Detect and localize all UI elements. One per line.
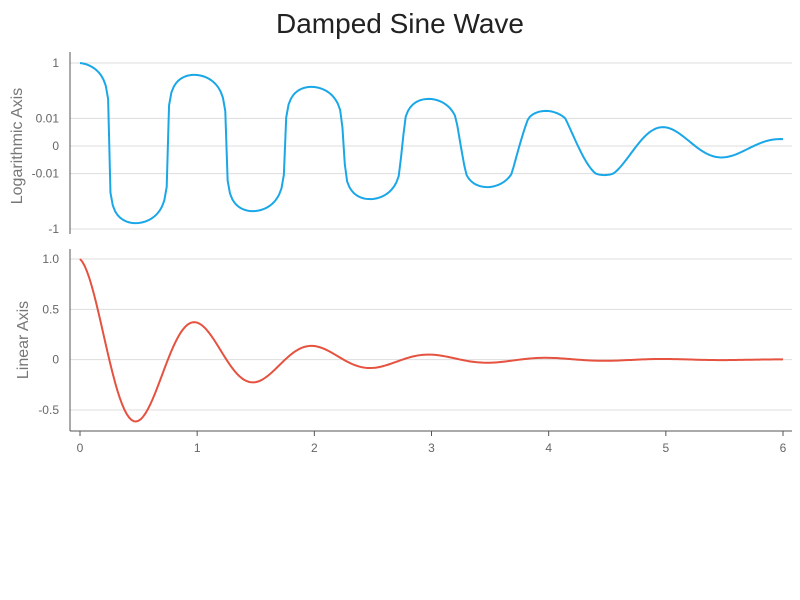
chart-title: Damped Sine Wave <box>276 8 524 39</box>
top-y-tick-label: 1 <box>52 56 59 70</box>
x-tick-label: 2 <box>311 441 318 455</box>
top-y-tick-label: 0 <box>52 139 59 153</box>
x-tick-label: 4 <box>545 441 552 455</box>
bottom-y-axis-label: Linear Axis <box>15 301 32 379</box>
x-tick-label: 1 <box>194 441 201 455</box>
x-tick-label: 3 <box>428 441 435 455</box>
top-y-tick-label: -0.01 <box>32 167 60 181</box>
bottom-y-tick-label: 0 <box>52 353 59 367</box>
bottom-y-tick-label: 1.0 <box>42 252 59 266</box>
x-tick-label: 0 <box>77 441 84 455</box>
top-y-tick-label: 0.01 <box>36 111 60 125</box>
bottom-y-tick-label: -0.5 <box>38 403 59 417</box>
bottom-series-line <box>79 258 784 423</box>
x-tick-label: 5 <box>662 441 669 455</box>
top-series-line <box>79 62 784 225</box>
top-y-axis-label: Logarithmic Axis <box>9 88 26 205</box>
x-tick-label: 6 <box>780 441 787 455</box>
bottom-y-tick-label: 0.5 <box>42 302 59 316</box>
top-y-tick-label: -1 <box>48 222 59 236</box>
